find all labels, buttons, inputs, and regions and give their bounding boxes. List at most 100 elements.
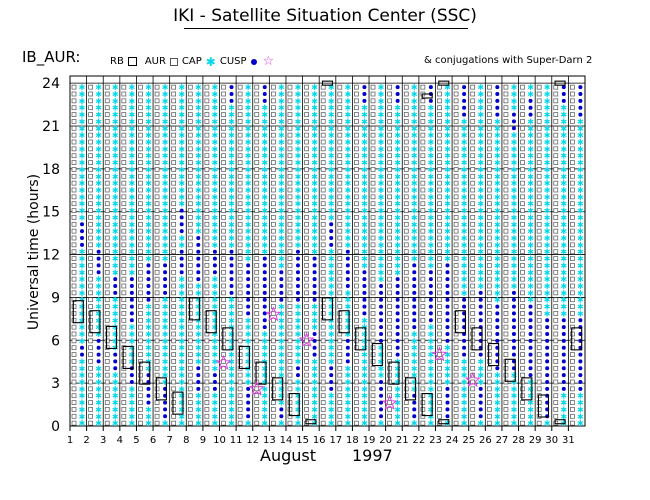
- aur-marker: [437, 420, 442, 426]
- cusp-marker: [96, 270, 101, 275]
- aur-marker: [88, 84, 93, 90]
- cap-marker: ✱: [228, 159, 235, 168]
- aur-marker: [453, 297, 459, 303]
- aur-marker: [387, 146, 392, 152]
- cap-marker: ✱: [195, 412, 202, 421]
- aur-marker: [503, 263, 509, 268]
- cusp-marker: [511, 126, 516, 131]
- cap-marker: ✱: [394, 248, 401, 257]
- cap-marker: ✱: [245, 165, 252, 174]
- aur-marker: [320, 407, 326, 412]
- aur-marker: [370, 194, 376, 200]
- aur-marker: [171, 283, 177, 289]
- cap-marker: ✱: [112, 90, 119, 99]
- cap-marker: ✱: [344, 172, 351, 181]
- aur-marker: [121, 345, 127, 351]
- cap-marker: ✱: [461, 200, 468, 209]
- aur-marker: [387, 84, 392, 90]
- rb-marker: [554, 80, 566, 86]
- aur-marker: [304, 160, 309, 165]
- aur-marker: [553, 379, 559, 385]
- aur-marker: [237, 331, 243, 337]
- cap-marker: ✱: [228, 111, 235, 120]
- cap-marker: ✱: [278, 227, 285, 236]
- aur-marker: [553, 167, 559, 172]
- plot-frame: [69, 75, 586, 427]
- aur-marker: [138, 379, 143, 385]
- aur-marker: [453, 167, 459, 172]
- cap-marker: ✱: [112, 419, 119, 428]
- aur-marker: [354, 331, 359, 337]
- cap-marker: ✱: [228, 104, 235, 113]
- legend-label-cusp: CUSP: [219, 56, 247, 67]
- cap-marker: ✱: [444, 248, 451, 257]
- cap-marker: ✱: [245, 213, 252, 222]
- aur-marker: [486, 345, 492, 351]
- cap-marker: ✱: [261, 419, 268, 428]
- aur-marker: [320, 352, 326, 357]
- cap-marker: ✱: [311, 159, 318, 168]
- aur-marker: [138, 352, 143, 357]
- aur-marker: [237, 221, 243, 227]
- cusp-marker: [179, 222, 184, 227]
- aur-marker: [187, 235, 193, 241]
- aur-marker: [570, 283, 575, 289]
- cap-marker: ✱: [544, 193, 551, 202]
- aur-marker: [403, 153, 409, 159]
- cap-marker: ✱: [145, 117, 152, 126]
- aur-marker: [486, 304, 492, 309]
- aur-marker: [420, 345, 426, 351]
- aur-marker: [154, 125, 160, 131]
- cusp-marker: [395, 318, 400, 323]
- aur-marker: [470, 393, 476, 399]
- cap-marker: ✱: [527, 275, 534, 284]
- aur-marker: [470, 283, 476, 289]
- cap-marker: ✱: [344, 309, 351, 318]
- aur-marker: [553, 338, 559, 344]
- aur-marker: [486, 324, 492, 330]
- aur-marker: [337, 338, 343, 344]
- cap-marker: ✱: [178, 405, 185, 414]
- aur-marker: [221, 84, 226, 90]
- aur-marker: [403, 407, 409, 412]
- aur-marker: [287, 91, 293, 97]
- cap-marker: ✱: [178, 419, 185, 428]
- cap-marker: ✱: [328, 405, 335, 414]
- aur-marker: [453, 283, 459, 289]
- cap-marker: ✱: [128, 261, 135, 270]
- cap-marker: ✱: [494, 213, 501, 222]
- cap-marker: ✱: [261, 145, 268, 154]
- cap-marker: ✱: [477, 275, 484, 284]
- aur-marker: [437, 324, 442, 330]
- aur-marker: [154, 119, 160, 124]
- cap-marker: ✱: [145, 145, 152, 154]
- aur-marker: [486, 228, 492, 234]
- cap-marker: ✱: [560, 399, 567, 408]
- cusp-marker: [578, 352, 583, 357]
- rb-marker: [421, 393, 433, 417]
- aur-marker: [271, 112, 276, 117]
- aur-marker: [237, 132, 243, 138]
- cap-marker: ✱: [212, 227, 219, 236]
- aur-marker: [486, 290, 492, 296]
- cusp-marker: [412, 325, 417, 330]
- cap-marker: ✱: [261, 405, 268, 414]
- cusp-marker: [445, 332, 450, 336]
- aur-marker: [320, 359, 326, 364]
- cusp-marker: [96, 338, 101, 343]
- aur-marker: [154, 249, 160, 255]
- aur-marker: [354, 249, 359, 255]
- aur-marker: [486, 407, 492, 412]
- cap-marker: ✱: [178, 172, 185, 181]
- aur-marker: [304, 407, 309, 412]
- aur-marker: [553, 276, 559, 282]
- cap-marker: ✱: [278, 186, 285, 195]
- cap-marker: ✱: [95, 412, 102, 421]
- cap-marker: ✱: [477, 111, 484, 120]
- aur-marker: [387, 187, 392, 193]
- cap-marker: ✱: [428, 385, 435, 394]
- aur-marker: [88, 215, 93, 220]
- aur-marker: [370, 146, 376, 152]
- cap-marker: ✱: [411, 179, 418, 188]
- cusp-marker: [80, 229, 84, 234]
